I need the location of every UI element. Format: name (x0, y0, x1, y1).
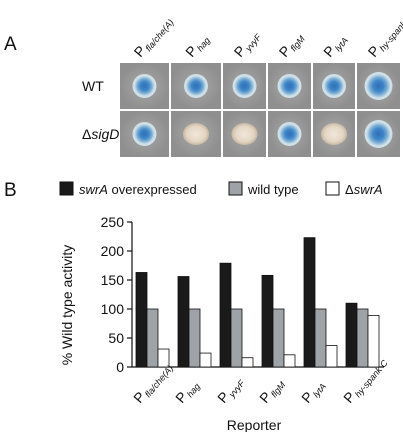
legend-label-text: wild type (247, 182, 299, 197)
bar-wild-type (356, 308, 369, 368)
blue-colony (134, 124, 155, 144)
panel-a-column-label: Phy-spank C (365, 6, 403, 61)
x-tick-label: Phag (172, 376, 202, 407)
x-tick-label-subscript: flgM (269, 379, 288, 399)
panel-a-column-label: Phag (182, 30, 212, 61)
legend-label: wild type (247, 182, 299, 197)
panel-a-column-label: PflgM (276, 28, 308, 61)
blue-colony (324, 76, 344, 96)
white-colony (231, 123, 258, 145)
row-label-text: sigD (91, 126, 119, 142)
legend-swatch (228, 181, 243, 196)
bar-swra-overexpressed (135, 272, 148, 368)
x-axis-title: Reporter (227, 417, 282, 432)
y-tick-label: 100 (101, 301, 125, 317)
blue-colony (234, 76, 255, 96)
x-tick-label: PlytA (298, 376, 328, 407)
panel-a-column-label: PyvyF (231, 27, 264, 61)
bar-delta-swra (325, 345, 338, 368)
bar-swra-overexpressed (345, 302, 358, 368)
legend-label: swrA overexpressed (79, 182, 197, 197)
y-tick-label: 200 (101, 243, 125, 259)
panel-a-column-label-subscript: flgM (288, 33, 307, 53)
x-tick-label-subscript: fla/che(A) (143, 363, 175, 399)
legend-label: ΔswrA (345, 182, 383, 197)
blue-colony (366, 74, 391, 98)
y-tick-label: 50 (108, 330, 124, 346)
bar-swra-overexpressed (219, 262, 232, 368)
blue-colony (279, 76, 300, 96)
legend-swatch (325, 181, 340, 196)
bar-delta-swra (283, 354, 296, 368)
bar-swra-overexpressed (261, 274, 274, 368)
x-tick-label: PflgM (256, 374, 288, 407)
bar-swra-overexpressed (177, 276, 190, 368)
legend-label-italic: swrA (354, 182, 383, 197)
blue-colony (279, 124, 300, 144)
bar-delta-swra (241, 357, 254, 368)
panel-a-letter: A (4, 34, 17, 55)
bar-delta-swra (157, 348, 170, 368)
row-label-text: WT (82, 78, 104, 94)
legend-swatch (59, 181, 74, 196)
y-axis-title: % Wild type activity (59, 245, 75, 366)
bar-swra-overexpressed (303, 237, 316, 368)
panel-a-colony-grid (120, 63, 400, 157)
blue-colony (186, 76, 206, 96)
bar-wild-type (272, 308, 285, 368)
x-tick-label: PyvyF (214, 373, 247, 407)
bar-delta-swra (367, 314, 380, 368)
white-colony (321, 123, 347, 145)
y-tick-label: 150 (101, 272, 125, 288)
blue-colony (134, 76, 155, 96)
bar-wild-type (230, 308, 243, 368)
legend-label-italic: swrA (79, 182, 108, 197)
bar-wild-type (314, 308, 327, 368)
blue-colony (366, 122, 391, 146)
panel-a-column-label: Pfla/che(A) (131, 12, 176, 61)
panel-a-column-labels: Pfla/che(A) Phag PyvyF PflgM PlytA Phy-spank … (131, 6, 403, 61)
y-tick-label: 0 (116, 359, 124, 375)
bar-wild-type (146, 308, 159, 368)
panel-a-column-label-subscript: hy-spank C (377, 12, 403, 54)
delta-symbol: Δ (345, 182, 354, 197)
bar-delta-swra (199, 352, 212, 368)
legend-label-text: overexpressed (108, 182, 197, 197)
panel-b-letter: B (4, 180, 17, 201)
panel-a-row-labels: WT ΔsigD (82, 78, 119, 142)
panel-a-row-label: ΔsigD (82, 126, 119, 142)
panel-a-column-label-subscript: fla/che(A) (143, 17, 175, 53)
white-colony (183, 123, 209, 145)
bar-wild-type (188, 308, 201, 368)
panel-a-column-label: PlytA (320, 30, 350, 61)
delta-symbol: Δ (82, 126, 91, 142)
panel-b-legend: swrA overexpressed wild type ΔswrA (59, 181, 383, 197)
panel-a-row-label: WT (82, 78, 104, 94)
y-tick-label: 250 (101, 214, 125, 230)
